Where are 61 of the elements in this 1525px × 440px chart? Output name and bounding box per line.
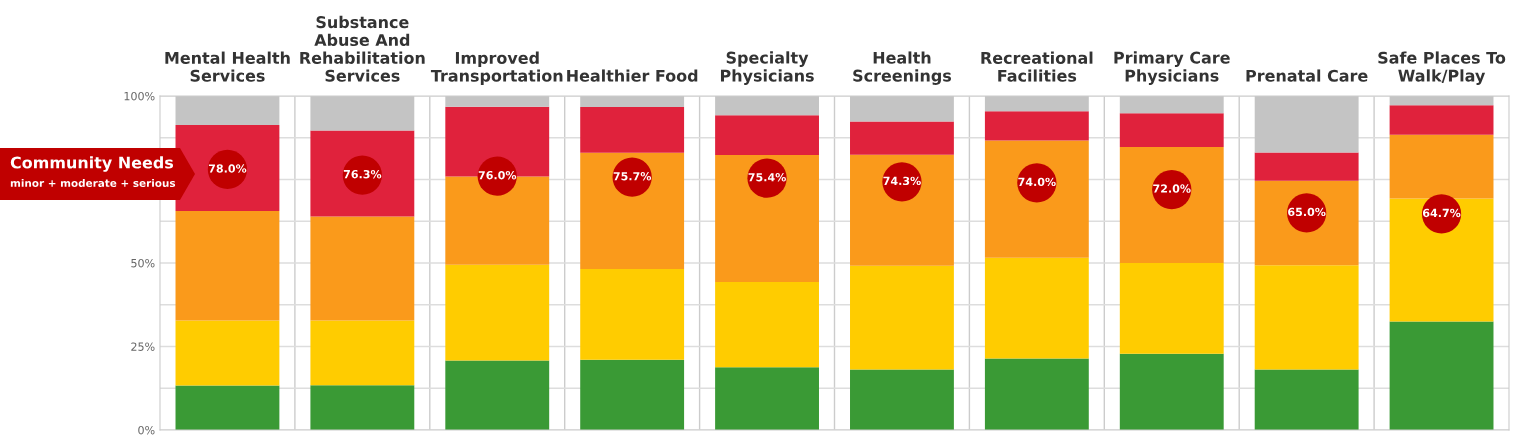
- bar: [580, 359, 685, 430]
- x-tick-label: Safe Places To Walk/Play: [1378, 51, 1506, 85]
- data-label: 72.0%: [1153, 184, 1191, 193]
- data-label: 64.7%: [1422, 208, 1461, 218]
- bar: [984, 358, 1089, 430]
- data-label: 78.0%: [208, 164, 247, 173]
- bar: [580, 107, 685, 153]
- y-tick-label: 25%: [131, 342, 155, 351]
- data-label: 74.0%: [1018, 177, 1056, 187]
- x-tick-label: Health Screenings: [853, 51, 952, 85]
- bar: [1389, 134, 1494, 199]
- y-tick-label: 0%: [138, 425, 155, 435]
- bar: [175, 210, 280, 321]
- bar: [1119, 263, 1224, 354]
- bar: [445, 264, 550, 361]
- x-tick-label: Primary Care Physicians: [1114, 51, 1230, 85]
- x-tick-label: Substance Abuse And Rehabilitation Services: [300, 15, 425, 82]
- bar: [310, 320, 415, 386]
- bar: [1254, 369, 1359, 430]
- x-tick-label: Specialty Physicians: [720, 51, 814, 85]
- bar: [310, 385, 415, 430]
- bar: [850, 369, 954, 430]
- bar: [175, 320, 280, 386]
- data-label: 74.3%: [883, 176, 921, 186]
- x-tick-label: Prenatal Care: [1246, 69, 1368, 82]
- x-tick-label: Healthier Food: [567, 69, 698, 82]
- annotation: Community Needs: [10, 156, 174, 172]
- y-tick-label: 50%: [131, 258, 155, 268]
- bar: [715, 367, 819, 430]
- bar: [580, 269, 685, 360]
- bar: [1254, 152, 1359, 181]
- y-tick-label: 100%: [124, 91, 155, 101]
- data-label: 75.4%: [748, 172, 786, 182]
- bar: [1119, 113, 1224, 148]
- data-label: 76.0%: [478, 170, 517, 180]
- x-tick-label: Improved Transportation: [430, 51, 563, 85]
- bar: [1119, 147, 1224, 263]
- bar: [850, 265, 954, 370]
- bar: [1389, 321, 1494, 430]
- data-label: 76.3%: [343, 169, 382, 179]
- bar: [715, 155, 819, 283]
- annotation: minor + moderate + serious: [10, 178, 176, 188]
- bar: [445, 360, 550, 430]
- bar: [984, 257, 1089, 359]
- x-tick-label: Mental Health Services: [165, 51, 290, 82]
- x-tick-label: Recreational Facilities: [981, 51, 1093, 82]
- bar: [984, 111, 1089, 141]
- bar: [715, 282, 819, 368]
- bar: [850, 154, 954, 266]
- bar: [1119, 353, 1224, 430]
- bar: [175, 385, 280, 430]
- bar: [850, 121, 954, 155]
- bar: [1389, 198, 1494, 322]
- data-label: 75.7%: [613, 171, 652, 181]
- bar: [310, 216, 415, 321]
- bar: [1389, 105, 1494, 135]
- bar: [1254, 265, 1359, 370]
- data-label: 65.0%: [1288, 207, 1326, 217]
- bar: [715, 115, 819, 156]
- bar: [580, 152, 685, 270]
- bar: [984, 140, 1089, 258]
